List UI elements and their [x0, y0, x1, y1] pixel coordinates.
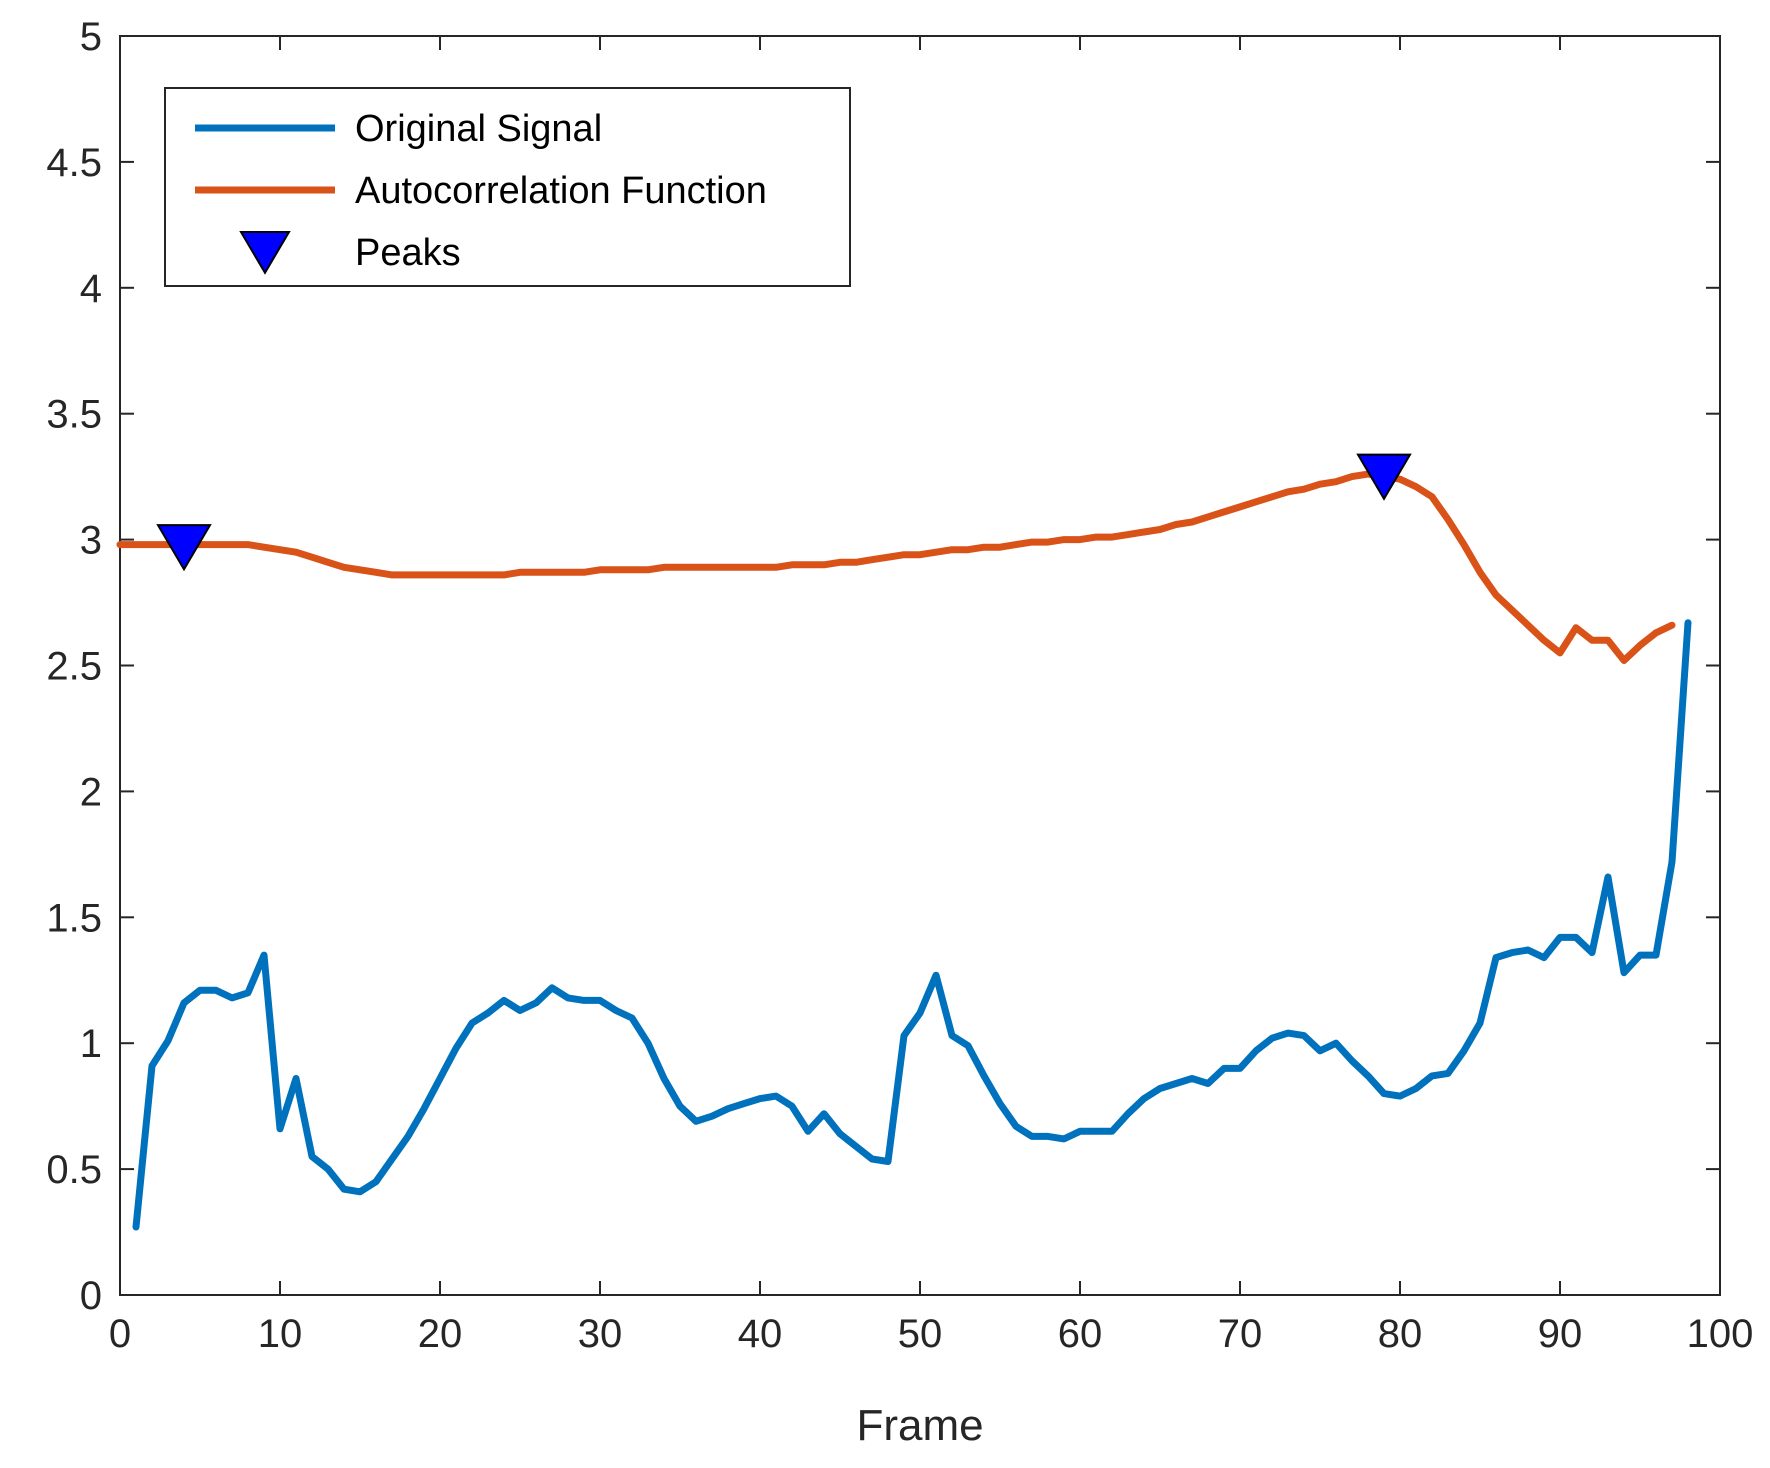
autocorrelation-function-line	[116, 470, 1676, 664]
y-tick-label: 3	[80, 519, 102, 563]
legend: Original Signal Autocorrelation Function P…	[164, 87, 851, 287]
x-tick-label: 50	[898, 1312, 943, 1356]
y-tick-label: 4	[80, 267, 102, 311]
x-tick-label: 30	[578, 1312, 623, 1356]
x-axis-ticks: 0 10 20 30 40 50 60 70 80 90 100	[109, 36, 1754, 1356]
series-layer	[116, 453, 1692, 1231]
y-tick-label: 0.5	[46, 1148, 102, 1192]
y-tick-label: 5	[80, 15, 102, 59]
legend-label-original-signal: Original Signal	[355, 108, 602, 150]
x-tick-label: 100	[1687, 1312, 1754, 1356]
x-tick-label: 80	[1378, 1312, 1423, 1356]
x-tick-label: 40	[738, 1312, 783, 1356]
x-tick-label: 70	[1218, 1312, 1263, 1356]
y-axis-ticks: 0 0.5 1 1.5 2 2.5 3 3.5 4 4.5 5	[46, 15, 1720, 1318]
original-signal-line	[132, 619, 1692, 1231]
legend-label-peaks: Peaks	[355, 232, 461, 274]
y-tick-label: 0	[80, 1274, 102, 1318]
legend-swatch-peaks	[239, 231, 291, 275]
legend-label-autocorrelation-function: Autocorrelation Function	[355, 170, 767, 212]
y-tick-label: 3.5	[46, 393, 102, 437]
peak-marker	[156, 524, 212, 572]
y-tick-label: 2	[80, 770, 102, 814]
x-axis-title: Frame	[856, 1401, 983, 1450]
y-tick-label: 1	[80, 1022, 102, 1066]
x-tick-label: 20	[418, 1312, 463, 1356]
peak-marker	[1356, 453, 1412, 501]
y-tick-label: 2.5	[46, 645, 102, 689]
y-tick-label: 1.5	[46, 896, 102, 940]
x-tick-label: 60	[1058, 1312, 1103, 1356]
x-tick-label: 90	[1538, 1312, 1583, 1356]
x-tick-label: 0	[109, 1312, 131, 1356]
x-tick-label: 10	[258, 1312, 303, 1356]
y-tick-label: 4.5	[46, 141, 102, 185]
